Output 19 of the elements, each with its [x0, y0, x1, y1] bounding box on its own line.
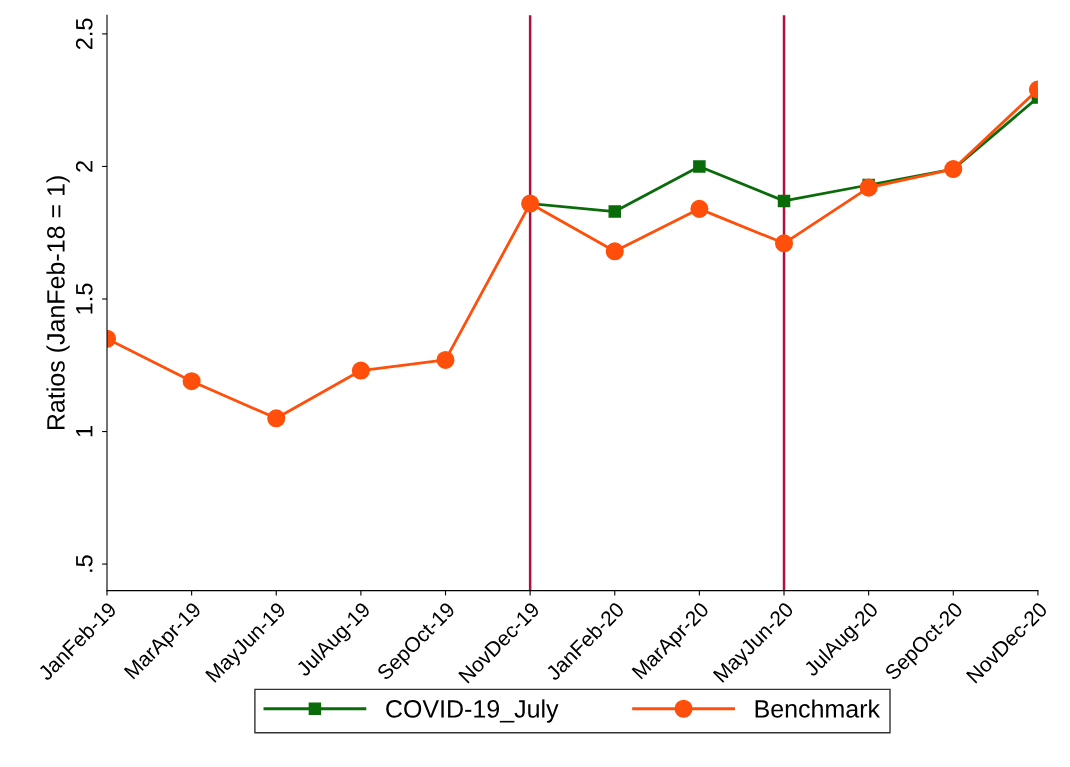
y-axis-title: Ratios (JanFeb-18 = 1) [46, 176, 70, 430]
point [182, 372, 201, 391]
y-tick-label: 1.5 [76, 283, 93, 314]
point [693, 160, 706, 173]
y-tick-label: .5 [76, 555, 93, 572]
point [859, 178, 878, 197]
point [267, 409, 286, 428]
point [690, 199, 709, 218]
point [436, 350, 455, 369]
point [777, 194, 791, 208]
point [605, 242, 624, 261]
y-tick-label: 1 [76, 426, 93, 437]
legend-label: Benchmark [755, 699, 881, 718]
y-tick-label: 2.5 [75, 18, 93, 50]
point [774, 234, 794, 253]
point [351, 361, 370, 380]
point [608, 205, 622, 218]
y-tick-label: 2 [75, 161, 93, 172]
legend-label: COVID-19_July [386, 699, 559, 723]
